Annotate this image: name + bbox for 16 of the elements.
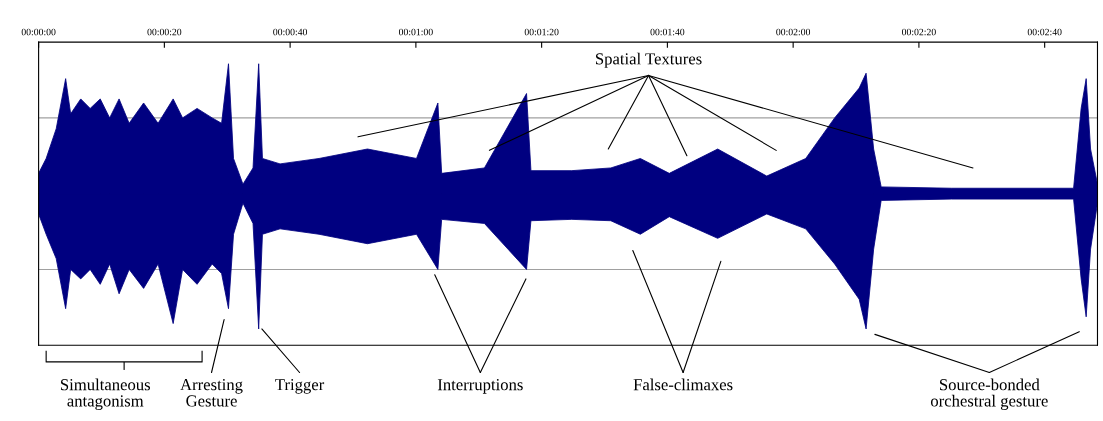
x-tick-label: 00:01:20 xyxy=(524,28,559,36)
x-tick-label: 00:00:20 xyxy=(147,28,182,36)
x-tick-label: 00:02:20 xyxy=(902,28,936,36)
text: Interruptions xyxy=(437,379,523,394)
x-tick-label: 00:02:40 xyxy=(1027,28,1062,36)
annotation: Spatial Textures xyxy=(595,52,702,68)
source-note: Source-bonded orchestral gesture xyxy=(930,378,1048,410)
x-tick-label: 00:00:40 xyxy=(273,28,308,36)
x-tick-label: 00:02:00 xyxy=(776,28,811,36)
text: Arresting Gesture xyxy=(180,379,243,407)
text: False-climaxes xyxy=(633,378,733,391)
text: Trigger xyxy=(275,379,325,394)
text: Simultaneous antagonism xyxy=(61,378,151,410)
x-tick-label: 00:00:00 xyxy=(21,28,56,36)
x-tick-label: 00:01:00 xyxy=(398,28,433,36)
x-tick-label: 00:01:40 xyxy=(650,28,685,36)
